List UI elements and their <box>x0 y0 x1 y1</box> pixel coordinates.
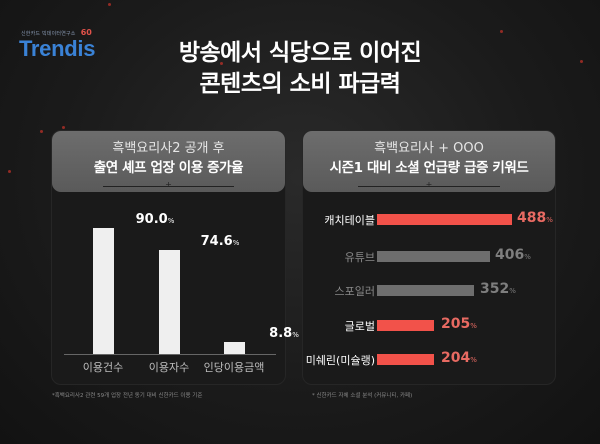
keyword-value: 205% <box>441 316 477 332</box>
keyword-bar <box>377 214 512 225</box>
page-title: 방송에서 식당으로 이어진 콘텐츠의 소비 파급력 <box>0 38 600 100</box>
logo-mark: 60 <box>80 28 92 37</box>
keyword-label: 유튜브 <box>344 251 375 264</box>
left-footnote: *흑백요리사2 관련 59개 업장 전년 동기 대비 신한카드 이용 기준 <box>52 393 203 399</box>
category-label: 이용자수 <box>148 361 190 374</box>
title-line-1: 방송에서 식당으로 이어진 <box>178 40 422 66</box>
keyword-label: 글로벌 <box>344 320 375 333</box>
ember-decoration <box>220 62 223 65</box>
ember-decoration <box>108 3 111 6</box>
bar-usage-count <box>93 228 114 354</box>
panel-header-subtitle: 흑백요리사 + OOO <box>374 141 484 156</box>
ember-decoration <box>8 170 11 173</box>
keyword-row: 미쉐린(미슐랭) 204% <box>303 350 555 367</box>
keyword-bar <box>377 251 490 262</box>
keyword-value: 406% <box>495 247 531 263</box>
ember-decoration <box>62 126 65 129</box>
vertical-bar-chart: 90.0% 이용건수 74.6% 이용자수 8.8% 인당이용금액 <box>52 192 299 384</box>
panel-header: 흑백요리사 + OOO 시즌1 대비 소셜 언급량 급증 키워드 <box>303 131 555 192</box>
panel-header-title: 시즌1 대비 소셜 언급량 급증 키워드 <box>329 160 529 176</box>
bar-value: 74.6% <box>200 234 240 249</box>
usage-increase-panel: 흑백요리사2 공개 후 출연 셰프 업장 이용 증가율 90.0% 이용건수 7… <box>51 130 299 385</box>
category-label: 인당이용금액 <box>203 361 265 374</box>
keyword-label: 스포일러 <box>334 285 375 298</box>
category-label: 이용건수 <box>82 361 124 374</box>
bar-user-count <box>159 250 180 354</box>
keyword-bar <box>377 320 434 331</box>
title-line-2: 콘텐츠의 소비 파급력 <box>199 71 401 97</box>
keyword-value: 488% <box>517 210 553 226</box>
logo-subtitle: 신한카드 빅데이터연구소 <box>21 31 76 37</box>
keyword-row: 캐치테이블 488% <box>303 210 555 227</box>
panel-header-subtitle: 흑백요리사2 공개 후 <box>112 141 225 156</box>
keyword-label: 미쉐린(미슐랭) <box>305 354 375 367</box>
panel-header-title: 출연 셰프 업장 이용 증가율 <box>93 160 244 176</box>
keyword-bar <box>377 285 474 296</box>
keyword-bar <box>377 354 434 365</box>
logo-name: Trendis <box>19 36 96 61</box>
social-keyword-panel: 흑백요리사 + OOO 시즌1 대비 소셜 언급량 급증 키워드 캐치테이블 4… <box>302 130 556 385</box>
keyword-row: 글로벌 205% <box>303 316 555 333</box>
ember-decoration <box>40 130 43 133</box>
bar-value: 8.8% <box>269 326 299 341</box>
trendis-logo: 신한카드 빅데이터연구소 60 Trendis <box>19 20 96 61</box>
decorative-divider <box>103 186 234 187</box>
keyword-value: 352% <box>480 281 516 297</box>
decorative-divider <box>358 186 500 187</box>
panel-header: 흑백요리사2 공개 후 출연 셰프 업장 이용 증가율 <box>52 131 285 192</box>
chart-baseline <box>64 354 276 355</box>
keyword-value: 204% <box>441 350 477 366</box>
ember-decoration <box>500 30 503 33</box>
ember-decoration <box>580 60 583 63</box>
right-footnote: * 신한카드 자체 소셜 분석 (커뮤니티, 카페) <box>312 393 413 399</box>
bar-spend-per-user <box>224 342 245 354</box>
keyword-row: 유튜브 406% <box>303 247 555 264</box>
keyword-label: 캐치테이블 <box>324 214 375 227</box>
bar-value: 90.0% <box>135 212 175 227</box>
keyword-row: 스포일러 352% <box>303 281 555 298</box>
